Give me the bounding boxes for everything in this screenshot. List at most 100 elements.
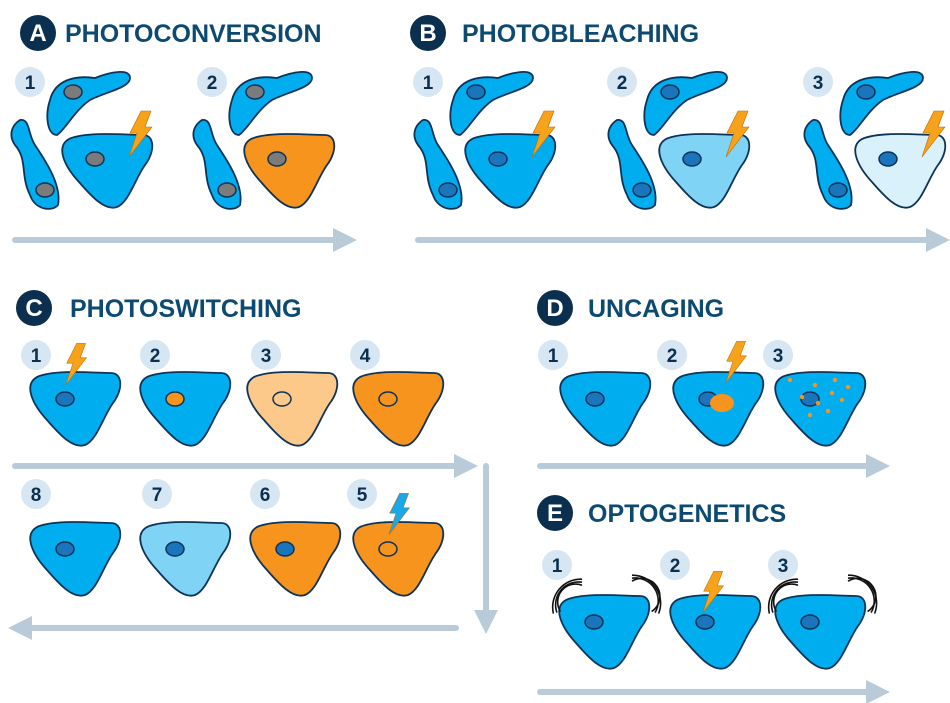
- step-circle: [250, 479, 280, 509]
- cell-body: [559, 371, 652, 447]
- panel-title: UNCAGING: [588, 295, 724, 323]
- panel-header: B PHOTOBLEACHING: [410, 15, 699, 51]
- released-molecule: [812, 382, 818, 388]
- cell: [658, 133, 751, 209]
- step-label: 1: [548, 346, 559, 367]
- cell-body: [774, 594, 867, 670]
- cell-body: [669, 594, 762, 670]
- cell-body: [46, 71, 131, 136]
- cell-nucleus: [272, 391, 292, 407]
- cell-body: [139, 521, 232, 597]
- cell-nucleus: [682, 151, 702, 167]
- step-circle: [140, 340, 170, 370]
- cell-nucleus: [585, 391, 605, 407]
- lightning-bolt: [128, 110, 153, 158]
- cell: [246, 371, 339, 447]
- cell-nucleus: [660, 84, 680, 100]
- released-molecule: [825, 408, 831, 414]
- cell: [774, 594, 867, 670]
- cell: [61, 133, 154, 209]
- cell-nucleus: [856, 84, 876, 100]
- lightning-icon: [65, 343, 88, 385]
- wave-arc: [847, 577, 876, 614]
- cell-nucleus: [878, 151, 898, 167]
- step-circle: [803, 67, 833, 97]
- step-label: 1: [423, 73, 434, 94]
- step-label: 1: [552, 556, 563, 577]
- step-circle: [413, 67, 443, 97]
- released-molecule: [799, 394, 805, 400]
- step-number: 3: [803, 67, 833, 97]
- cell-nucleus: [165, 391, 185, 407]
- cell: [839, 71, 924, 136]
- step-number: 8: [21, 479, 51, 509]
- activity-waves-icon: [767, 574, 878, 614]
- panel-letter: E: [547, 500, 563, 527]
- lightning-icon: [128, 110, 153, 158]
- step-number: 2: [140, 340, 170, 370]
- panel-badge: [537, 495, 573, 531]
- panel-header: E OPTOGENETICS: [537, 495, 786, 531]
- cell: [228, 71, 313, 136]
- cell-cluster: [607, 71, 751, 210]
- lightning-icon: [702, 571, 725, 613]
- cell-body: [352, 521, 445, 597]
- step-number: 1: [15, 67, 45, 97]
- wave-arc: [772, 583, 799, 613]
- step-label: 2: [207, 73, 218, 94]
- cell-nucleus: [438, 182, 458, 198]
- panel-badge: [20, 15, 56, 51]
- step-label: 8: [31, 485, 42, 506]
- cell-nucleus: [378, 541, 398, 557]
- cell-nucleus: [584, 614, 604, 630]
- cell: [352, 371, 445, 447]
- panel-header: C PHOTOSWITCHING: [16, 290, 301, 326]
- cell: [558, 594, 651, 670]
- cell: [774, 371, 867, 447]
- step-circle: [21, 340, 51, 370]
- cell: [29, 371, 122, 447]
- cell: [249, 521, 342, 597]
- step-circle: [660, 550, 690, 580]
- step-number: 6: [250, 479, 280, 509]
- panel-letter: C: [25, 295, 42, 322]
- lightning-bolt: [65, 343, 88, 385]
- step-label: 2: [670, 556, 681, 577]
- cell-cluster: [192, 71, 336, 210]
- released-molecule: [807, 412, 813, 418]
- cell-nucleus: [217, 182, 237, 198]
- step-label: 2: [150, 346, 161, 367]
- cell-nucleus: [378, 391, 398, 407]
- step-label: 3: [778, 556, 789, 577]
- cell-body: [449, 71, 534, 136]
- cell-body: [558, 594, 651, 670]
- step-label: 1: [25, 73, 36, 94]
- cell-nucleus: [85, 151, 105, 167]
- step-number: 1: [413, 67, 443, 97]
- cell-nucleus: [466, 84, 486, 100]
- step-label: 2: [617, 73, 628, 94]
- cell-body: [29, 521, 122, 597]
- cell: [29, 521, 122, 597]
- lightning-bolt: [725, 110, 750, 158]
- step-label: 3: [261, 346, 272, 367]
- cell-nucleus: [63, 84, 83, 100]
- step-label: 6: [260, 485, 271, 506]
- cell-body: [243, 133, 336, 209]
- panel-letter: D: [546, 295, 563, 322]
- cell-nucleus: [488, 151, 508, 167]
- step-number: 3: [251, 340, 281, 370]
- released-molecule: [839, 397, 845, 403]
- cell: [607, 119, 657, 210]
- wave-arc: [554, 581, 583, 613]
- wave-arc: [556, 583, 583, 613]
- step-circle: [607, 67, 637, 97]
- cell-body: [29, 371, 122, 447]
- cell-cluster: [10, 71, 154, 210]
- step-circle: [763, 340, 793, 370]
- lightning-bolt: [531, 110, 556, 158]
- step-circle: [542, 550, 572, 580]
- step-circle: [350, 340, 380, 370]
- lightning-icon: [921, 110, 946, 158]
